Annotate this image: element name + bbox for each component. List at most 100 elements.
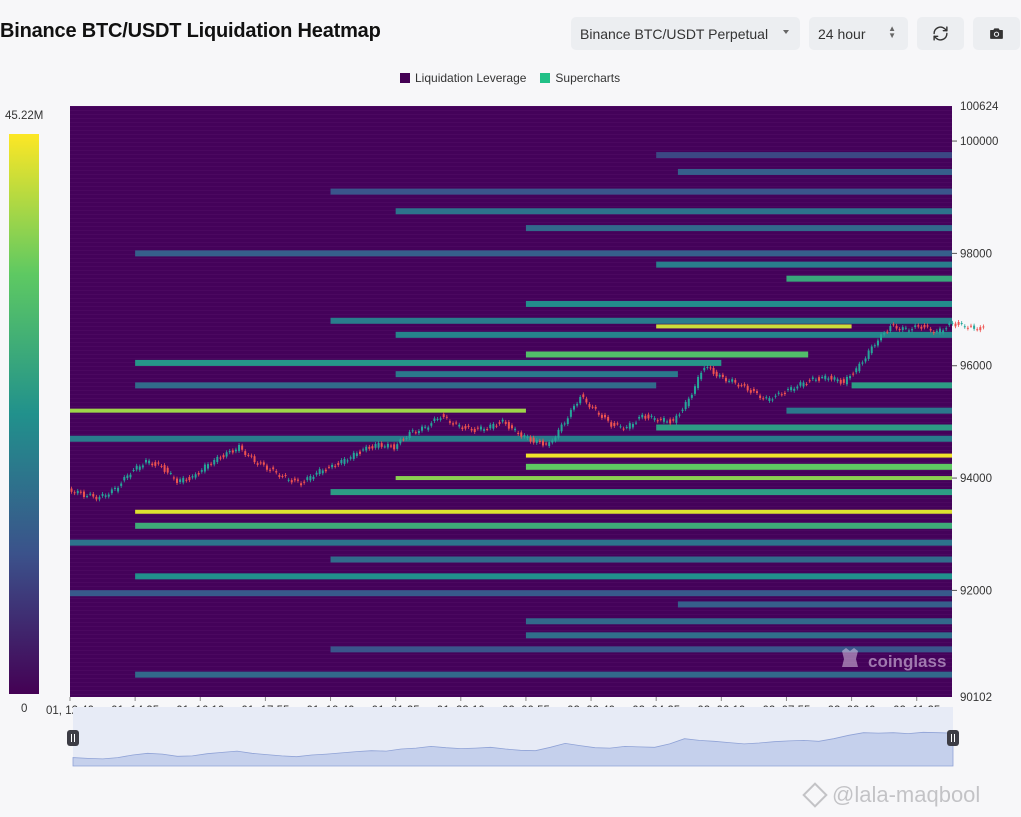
price-candle (638, 417, 641, 419)
price-candle (141, 465, 144, 468)
heatmap-texture-row (70, 186, 952, 187)
price-candle (895, 325, 898, 329)
price-candle (349, 457, 352, 459)
heatmap-texture-row (70, 150, 952, 151)
price-candle (687, 398, 690, 407)
legend-item-supercharts[interactable]: Supercharts (540, 71, 620, 85)
heatmap-band (70, 408, 526, 413)
price-candle (135, 465, 138, 470)
price-candle (715, 371, 718, 377)
heatmap-texture-row (70, 662, 952, 663)
heatmap-band (525, 618, 952, 625)
heatmap-texture-row (70, 338, 952, 339)
brand-label: coinglass (868, 652, 946, 671)
price-candle (690, 394, 693, 398)
price-candle (95, 496, 98, 500)
price-candle (182, 477, 185, 483)
heatmap-texture-row (70, 618, 952, 619)
heatmap-band (677, 168, 952, 175)
legend-item-liquidation-leverage[interactable]: Liquidation Leverage (400, 71, 526, 85)
price-candle (287, 479, 290, 481)
price-candle (700, 372, 703, 380)
heatmap-texture-row (70, 302, 952, 303)
price-candle (796, 386, 799, 389)
heatmap-texture-row (70, 446, 952, 447)
price-candle (563, 423, 566, 425)
heatmap-texture-row (70, 414, 952, 415)
heatmap-texture-row (70, 474, 952, 475)
navigator-handle-left[interactable] (67, 730, 79, 746)
heatmap-texture-row (70, 154, 952, 155)
heatmap-texture-row (70, 326, 952, 327)
heatmap-texture-row (70, 694, 952, 695)
price-candle (759, 395, 762, 399)
price-candle (238, 444, 241, 452)
price-candle (374, 443, 377, 448)
heatmap-band (330, 646, 952, 653)
heatmap-texture-row (70, 614, 952, 615)
price-candle (703, 367, 706, 371)
heatmap-texture-row (70, 274, 952, 275)
heatmap-texture-row (70, 602, 952, 603)
screenshot-button[interactable] (973, 17, 1020, 50)
price-candle (411, 430, 414, 432)
heatmap-texture-row (70, 162, 952, 163)
price-candle (166, 467, 169, 473)
coinglass-logo-icon (842, 648, 858, 667)
price-candle (678, 414, 681, 416)
y-axis-tick-label: 98000 (960, 248, 992, 260)
price-candle (278, 475, 281, 477)
heatmap-texture-row (70, 234, 952, 235)
heatmap-band (135, 573, 952, 580)
price-candle (721, 374, 724, 378)
price-candle (886, 331, 889, 333)
heatmap-texture-row (70, 450, 952, 451)
heatmap-band (330, 556, 952, 563)
price-candle (284, 475, 287, 477)
page-title: Binance BTC/USDT Liquidation Heatmap (0, 20, 381, 42)
pair-select[interactable]: Binance BTC/USDT Perpetual (571, 17, 800, 50)
heatmap-texture-row (70, 422, 952, 423)
price-candle (377, 442, 380, 448)
price-candle (746, 385, 749, 391)
refresh-button[interactable] (917, 17, 964, 50)
price-candle (548, 442, 551, 447)
price-candle (312, 476, 315, 480)
price-candle (523, 435, 526, 437)
legend-label: Supercharts (555, 71, 621, 85)
price-candle (650, 415, 653, 417)
price-candle (222, 455, 225, 458)
price-candle (728, 380, 731, 382)
heatmap-texture-row (70, 610, 952, 611)
price-candle (169, 473, 172, 475)
price-candle (777, 392, 780, 394)
price-candle (210, 463, 213, 465)
heatmap-texture-row (70, 206, 952, 207)
heatmap-texture-row (70, 354, 952, 355)
heatmap-band (70, 539, 952, 546)
heatmap-texture-row (70, 678, 952, 679)
price-candle (805, 384, 808, 386)
heatmap-texture-row (70, 118, 952, 119)
price-candle (631, 424, 634, 428)
price-candle (290, 480, 293, 483)
price-candle (219, 457, 222, 459)
price-candle (200, 470, 203, 472)
heatmap-band (135, 382, 657, 389)
price-candle (390, 445, 393, 447)
range-select[interactable]: 24 hour ▲ ▼ (809, 17, 908, 50)
price-candle (262, 462, 265, 465)
price-candle (76, 490, 79, 494)
price-candle (309, 476, 312, 481)
heatmap-texture-row (70, 534, 952, 535)
heatmap-band (395, 476, 953, 481)
price-candle (904, 327, 907, 329)
price-candle (576, 403, 579, 406)
navigator-handle-right[interactable] (947, 730, 959, 746)
heatmap-band (656, 261, 952, 268)
heatmap-texture-row (70, 342, 952, 343)
price-candle (70, 488, 73, 492)
price-candle (827, 378, 830, 380)
heatmap-texture-row (70, 134, 952, 135)
price-candle (247, 454, 250, 456)
